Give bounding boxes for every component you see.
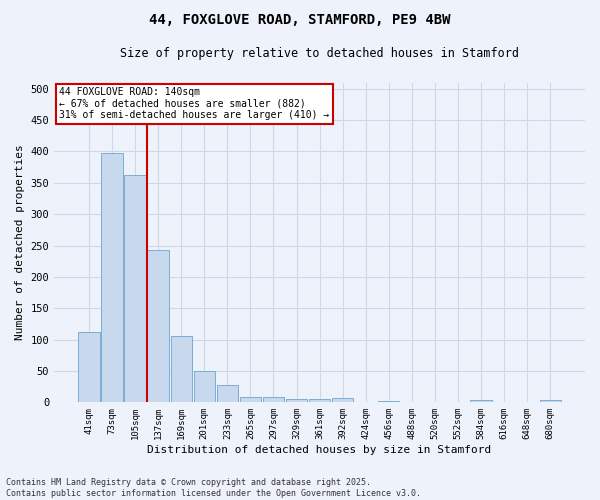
Bar [539,400,561,402]
Y-axis label: Number of detached properties: Number of detached properties [15,144,25,340]
Bar [124,174,146,402]
Text: 44, FOXGLOVE ROAD, STAMFORD, PE9 4BW: 44, FOXGLOVE ROAD, STAMFORD, PE9 4BW [149,12,451,26]
Bar [148,250,169,402]
Bar [470,400,491,402]
Bar [194,371,215,402]
Bar [78,332,100,402]
X-axis label: Distribution of detached houses by size in Stamford: Distribution of detached houses by size … [148,445,492,455]
Bar [286,398,307,402]
Bar [332,398,353,402]
Text: 44 FOXGLOVE ROAD: 140sqm
← 67% of detached houses are smaller (882)
31% of semi-: 44 FOXGLOVE ROAD: 140sqm ← 67% of detach… [59,88,330,120]
Text: Contains HM Land Registry data © Crown copyright and database right 2025.
Contai: Contains HM Land Registry data © Crown c… [6,478,421,498]
Bar [378,401,400,402]
Bar [170,336,192,402]
Bar [240,396,261,402]
Bar [309,399,330,402]
Bar [263,398,284,402]
Title: Size of property relative to detached houses in Stamford: Size of property relative to detached ho… [120,48,519,60]
Bar [217,385,238,402]
Bar [101,154,122,402]
